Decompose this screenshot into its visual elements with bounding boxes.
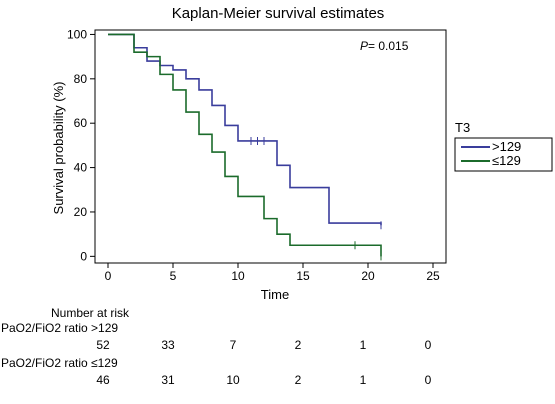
y-tick-label: 60: [74, 116, 88, 130]
y-axis-label: Survival probability (%): [51, 82, 66, 215]
survival-curve-gt129: [108, 33, 382, 226]
legend-label-le129: ≤129: [492, 153, 521, 168]
survival-curve-le129: [108, 33, 382, 257]
risk-count: 7: [230, 338, 237, 352]
legend-title: T3: [455, 120, 470, 135]
x-tick-label: 10: [231, 269, 245, 283]
y-tick-label: 100: [67, 27, 87, 41]
y-tick-label: 40: [74, 161, 88, 175]
legend-label-gt129: >129: [492, 139, 521, 154]
series-layer: [108, 33, 382, 261]
risk-count: 31: [161, 373, 175, 387]
risk-count: 2: [295, 338, 302, 352]
p-value-symbol: P: [360, 39, 368, 53]
p-value-annotation: P= 0.015: [360, 39, 409, 53]
risk-table-header: Number at risk: [51, 306, 130, 320]
y-tick-label: 20: [74, 205, 88, 219]
legend-box: [454, 137, 553, 172]
risk-count: 1: [360, 373, 367, 387]
risk-count: 0: [425, 373, 432, 387]
risk-row-le129: 46 31 10 2 1 0: [96, 373, 431, 387]
plot-frame: [94, 29, 447, 264]
risk-count: 52: [96, 338, 110, 352]
chart-title: Kaplan-Meier survival estimates: [172, 5, 385, 22]
risk-count: 2: [295, 373, 302, 387]
risk-group-label-le129: PaO2/FiO2 ratio ≤129: [1, 356, 118, 370]
y-tick-label: 80: [74, 72, 88, 86]
y-tick-label: 0: [80, 249, 87, 263]
p-value-text: = 0.015: [368, 39, 409, 53]
legend: T3 >129 ≤129: [454, 120, 553, 172]
risk-row-gt129: 52 33 7 2 1 0: [96, 338, 431, 352]
x-axis: 0 5 10 15 20 25: [105, 263, 440, 283]
risk-group-label-gt129: PaO2/FiO2 ratio >129: [1, 321, 118, 335]
x-tick-label: 5: [170, 269, 177, 283]
x-tick-label: 20: [361, 269, 375, 283]
risk-count: 1: [360, 338, 367, 352]
risk-table: Number at risk PaO2/FiO2 ratio >129 52 33…: [1, 306, 432, 387]
risk-count: 46: [96, 373, 110, 387]
y-axis: 0 20 40 60 80 100: [67, 27, 95, 263]
risk-count: 0: [425, 338, 432, 352]
x-tick-label: 15: [296, 269, 310, 283]
x-tick-label: 25: [426, 269, 440, 283]
risk-count: 33: [161, 338, 175, 352]
x-axis-label: Time: [261, 287, 289, 302]
risk-count: 10: [226, 373, 240, 387]
x-tick-label: 0: [105, 269, 112, 283]
